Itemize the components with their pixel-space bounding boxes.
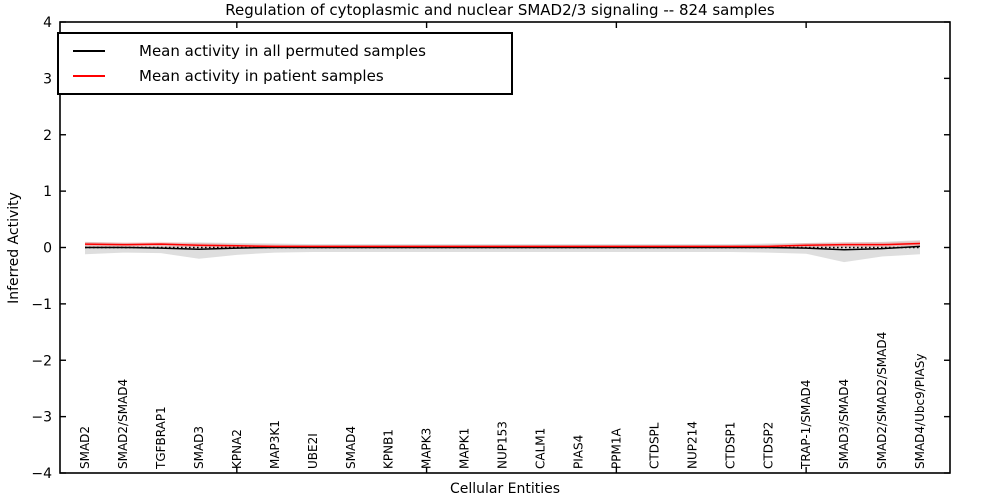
y-tick-label: 1	[43, 184, 52, 200]
x-category-label: SMAD3	[192, 426, 206, 469]
y-tick-label: 4	[43, 15, 52, 31]
y-tick-label: 3	[43, 71, 52, 87]
x-category-label: MAPK3	[420, 428, 434, 469]
y-tick-label: 2	[43, 128, 52, 144]
x-category-label: TRAP-1/SMAD4	[799, 380, 813, 470]
x-category-label: CTDSP1	[723, 422, 737, 469]
legend-label-permuted: Mean activity in all permuted samples	[139, 41, 426, 60]
x-category-label: CTDSPL	[647, 422, 661, 469]
y-tick-label: 0	[43, 241, 52, 257]
x-category-label: KPNB1	[382, 429, 396, 469]
legend-line-permuted-icon	[73, 49, 105, 52]
series-line-0	[85, 245, 921, 251]
legend-line-patient-icon	[73, 75, 105, 78]
y-tick-label: −3	[31, 410, 52, 426]
x-category-label: PPM1A	[609, 428, 623, 469]
x-category-label: MAP3K1	[268, 420, 282, 469]
series-line-1	[84, 242, 921, 248]
x-category-label: TGFBRAP1	[154, 406, 168, 470]
x-category-label: CTDSP2	[761, 422, 775, 469]
y-axis-label: Inferred Activity	[6, 192, 22, 304]
x-category-label: PIAS4	[571, 435, 585, 469]
x-category-label: KPNA2	[230, 429, 244, 469]
x-category-label: SMAD4/Ubc9/PIASy	[913, 354, 927, 469]
legend-row-permuted: Mean activity in all permuted samples	[73, 42, 511, 60]
x-category-label: MAPK1	[458, 428, 472, 469]
y-tick-label: −2	[31, 353, 52, 369]
x-category-label: NUP153	[496, 421, 510, 469]
x-category-label: NUP214	[685, 421, 699, 469]
y-tick-label: −1	[31, 297, 52, 313]
legend-label-patient: Mean activity in patient samples	[139, 67, 384, 86]
x-category-label: SMAD3/SMAD4	[837, 379, 851, 469]
x-category-label: SMAD2	[78, 426, 92, 469]
x-category-label: SMAD2/SMAD2/SMAD4	[875, 332, 889, 469]
x-category-label: CALM1	[534, 428, 548, 469]
legend-row-patient: Mean activity in patient samples	[73, 67, 511, 85]
x-axis-label: Cellular Entities	[449, 481, 561, 497]
x-category-label: UBE2I	[306, 433, 320, 469]
legend: Mean activity in all permuted samples Me…	[57, 32, 513, 95]
x-category-label: SMAD4	[344, 426, 358, 469]
x-category-label: SMAD2/SMAD4	[116, 379, 130, 469]
y-tick-label: −4	[31, 466, 52, 482]
chart-title: Regulation of cytoplasmic and nuclear SM…	[225, 1, 775, 19]
